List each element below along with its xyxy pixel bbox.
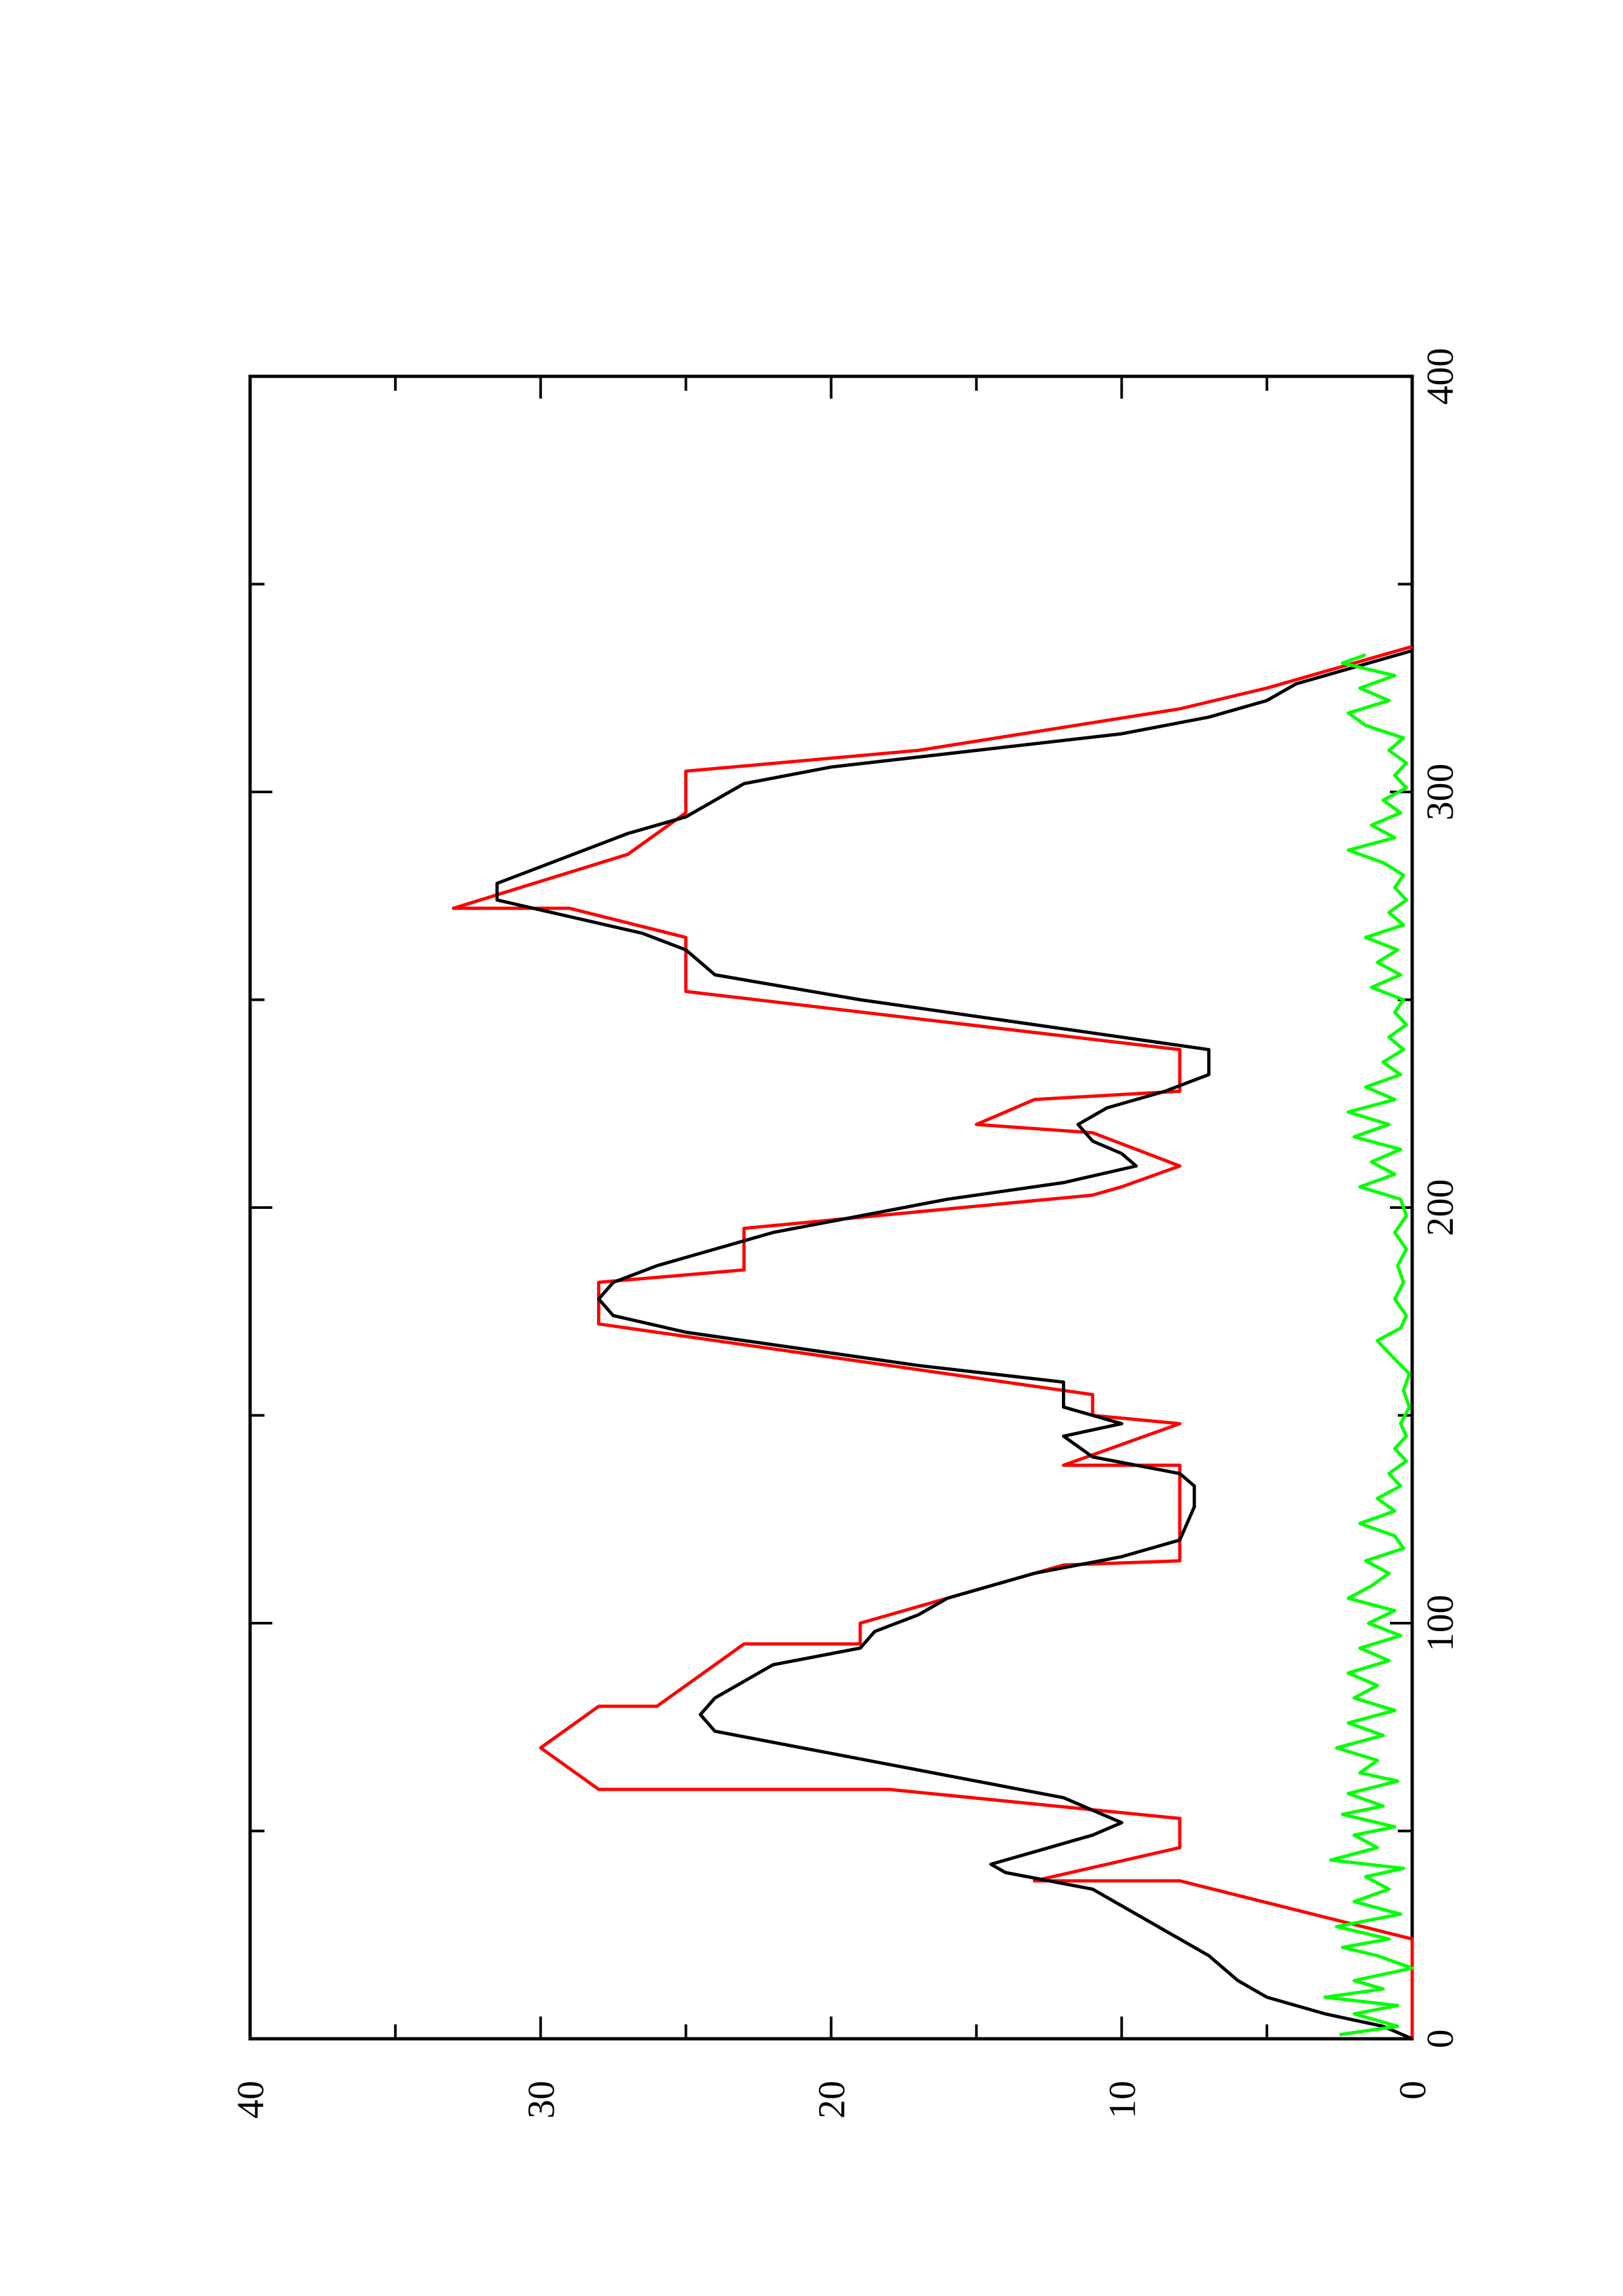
y-tick-label: 20 bbox=[811, 2081, 853, 2119]
tick-labels: 0 100 200 300 400 0 10 20 30 40 bbox=[229, 348, 1461, 2119]
x-tick-label: 100 bbox=[1419, 1595, 1461, 1652]
x-tick-label: 300 bbox=[1419, 764, 1461, 821]
series-line-3 bbox=[1323, 653, 1414, 2037]
x-tick-label: 0 bbox=[1419, 2030, 1461, 2049]
y-tick-label: 30 bbox=[520, 2081, 562, 2119]
series-layer bbox=[452, 645, 1414, 2041]
y-tick-label: 40 bbox=[229, 2081, 272, 2119]
x-tick-label: 400 bbox=[1419, 348, 1461, 405]
series-line-1 bbox=[452, 645, 1414, 2039]
x-tick-label: 200 bbox=[1419, 1179, 1461, 1236]
series-line-2 bbox=[495, 649, 1413, 2041]
y-tick-label: 0 bbox=[1391, 2081, 1434, 2100]
y-tick-label: 10 bbox=[1101, 2081, 1143, 2119]
